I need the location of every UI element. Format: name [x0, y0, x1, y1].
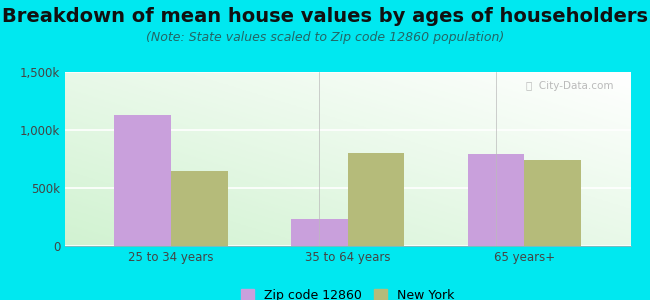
Legend: Zip code 12860, New York: Zip code 12860, New York: [238, 285, 458, 300]
Bar: [114, 115, 171, 246]
Text: ⓘ  City-Data.com: ⓘ City-Data.com: [526, 81, 614, 91]
Bar: [291, 219, 348, 246]
Bar: [468, 154, 525, 246]
Bar: [171, 171, 228, 246]
Bar: [348, 153, 404, 246]
Text: Breakdown of mean house values by ages of householders: Breakdown of mean house values by ages o…: [2, 8, 648, 26]
Bar: [525, 160, 581, 246]
Text: (Note: State values scaled to Zip code 12860 population): (Note: State values scaled to Zip code 1…: [146, 32, 504, 44]
